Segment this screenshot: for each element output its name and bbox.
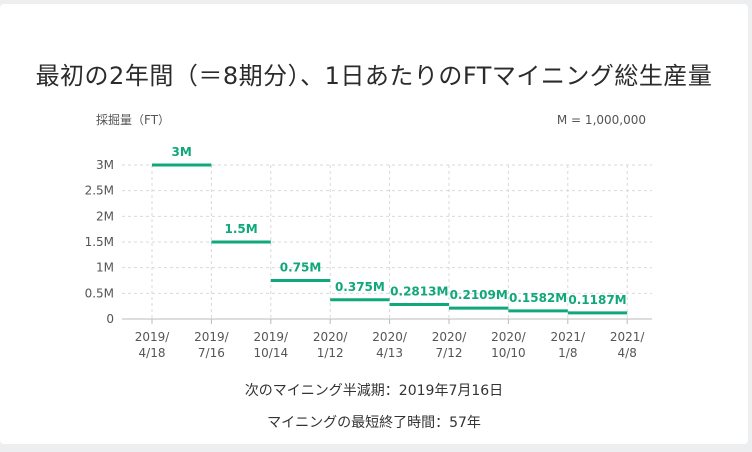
period-bars <box>152 163 628 315</box>
y-tick-label: 2M <box>96 209 114 223</box>
period-value-label: 3M <box>172 145 192 159</box>
period-value-label: 1.5M <box>224 222 257 236</box>
x-tick-label-year: 2020/ <box>432 330 468 344</box>
x-tick-label-date: 4/18 <box>139 346 166 360</box>
x-tick-label-date: 4/13 <box>376 346 403 360</box>
chart-title: 最初の2年間（＝8期分）、1日あたりのFTマイニング総生産量 <box>35 62 713 90</box>
x-tick-label-year: 2019/ <box>254 330 290 344</box>
x-tick-label-year: 2020/ <box>491 330 527 344</box>
y-tick-label: 3M <box>96 158 114 172</box>
y-axis: 0 0.5M 1M 1.5M 2M 2.5M 3M <box>85 158 114 326</box>
x-tick-label-year: 2020/ <box>313 330 349 344</box>
x-tick-label-date: 7/16 <box>198 346 225 360</box>
period-value-label: 0.1187M <box>568 293 626 307</box>
x-tick-label-date: 7/12 <box>436 346 463 360</box>
y-tick-label: 1M <box>96 261 114 275</box>
y-tick-label: 0 <box>106 312 114 326</box>
period-value-label: 0.2813M <box>390 285 448 299</box>
x-tick-label-date: 4/8 <box>618 346 637 360</box>
grid-lines <box>122 164 652 319</box>
period-value-label: 0.1582M <box>509 291 567 305</box>
x-tick-label-date: 1/12 <box>317 346 344 360</box>
x-tick-label-year: 2021/ <box>610 330 646 344</box>
min-mining-time-note: マイニングの最短終了時間：57年 <box>267 415 481 431</box>
x-axis: 2019/4/18 2019/7/16 2019/10/14 2020/1/12 202… <box>122 318 652 360</box>
x-tick-label-date: 1/8 <box>558 346 577 360</box>
next-halving-note: 次のマイニング半減期：2019年7月16日 <box>244 383 504 399</box>
y-tick-label: 0.5M <box>85 286 114 300</box>
x-tick-label-year: 2019/ <box>135 330 171 344</box>
unit-note: M = 1,000,000 <box>557 113 646 127</box>
x-tick-label-year: 2019/ <box>194 330 230 344</box>
x-tick-label-date: 10/10 <box>491 346 526 360</box>
period-value-label: 0.375M <box>335 280 385 294</box>
x-tick-label-year: 2020/ <box>372 330 408 344</box>
x-tick-label-year: 2021/ <box>551 330 587 344</box>
period-value-label: 0.75M <box>280 261 322 275</box>
y-tick-label: 2.5M <box>85 184 114 198</box>
y-axis-label: 採掘量（FT） <box>96 112 170 127</box>
y-tick-label: 1.5M <box>85 235 114 249</box>
x-tick-label-date: 10/14 <box>254 346 289 360</box>
chart-card: 最初の2年間（＝8期分）、1日あたりのFTマイニング総生産量 0 0.5M 1M 1.… <box>0 4 748 444</box>
period-value-label: 0.2109M <box>450 288 508 302</box>
period-labels: 3M 1.5M 0.75M 0.375M 0.2813M 0.2109M 0.1582M 0.… <box>172 145 627 307</box>
